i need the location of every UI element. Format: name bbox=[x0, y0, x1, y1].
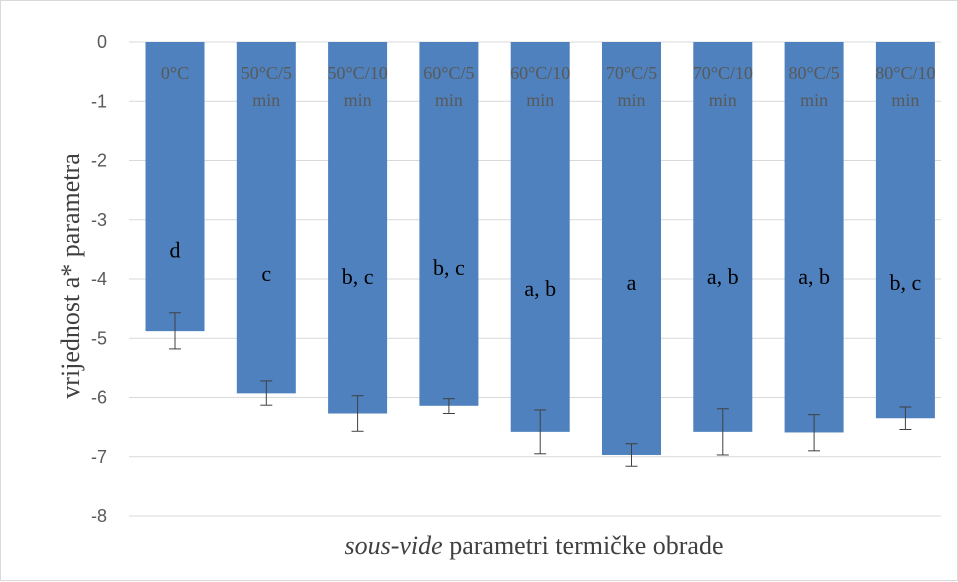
category-label: 60°C/5 bbox=[423, 63, 474, 83]
category-label: 50°C/5 bbox=[241, 63, 292, 83]
y-tick-label: -8 bbox=[91, 506, 107, 526]
category-label: 80°C/10 bbox=[875, 63, 935, 83]
y-tick-label: -4 bbox=[91, 269, 107, 289]
bar bbox=[236, 42, 296, 394]
category-labels: 0°C 50°C/5 min 50°C/10 min 60°C/5 min 60°C/10 mi… bbox=[161, 63, 936, 110]
category-label: min bbox=[709, 90, 737, 110]
y-axis-ticks: 0 -1 -2 -3 -4 -5 -6 -7 -8 bbox=[91, 32, 107, 526]
bar bbox=[145, 42, 205, 332]
category-label: min bbox=[252, 90, 280, 110]
bar bbox=[784, 42, 844, 433]
bar bbox=[328, 42, 388, 414]
y-tick-label: -2 bbox=[91, 151, 107, 171]
y-tick-label: -1 bbox=[91, 91, 107, 111]
y-tick-label: -7 bbox=[91, 447, 107, 467]
y-tick-label: 0 bbox=[97, 32, 107, 52]
category-label: min bbox=[617, 90, 645, 110]
error-bars bbox=[169, 312, 912, 467]
category-label: min bbox=[526, 90, 554, 110]
significance-letter: a, b bbox=[707, 264, 739, 289]
category-label: min bbox=[435, 90, 463, 110]
bar bbox=[602, 42, 661, 455]
category-label: 70°C/10 bbox=[693, 63, 753, 83]
significance-letter: a, b bbox=[524, 276, 556, 301]
bar bbox=[875, 42, 935, 419]
category-label: min bbox=[800, 90, 828, 110]
bar bbox=[419, 42, 479, 406]
significance-letter: a, b bbox=[798, 264, 830, 289]
category-label: 60°C/10 bbox=[510, 63, 570, 83]
x-axis-title-italic: sous-vide bbox=[345, 531, 443, 560]
significance-letters: d c b, c b, c a, b a a, b a, b b, c bbox=[170, 237, 922, 301]
bar bbox=[510, 42, 570, 432]
bars bbox=[145, 42, 935, 455]
y-axis-title: vrijednost a* parametra bbox=[56, 153, 85, 399]
significance-letter: c bbox=[261, 261, 271, 286]
category-label: 0°C bbox=[161, 63, 189, 83]
y-tick-label: -6 bbox=[91, 388, 107, 408]
significance-letter: a bbox=[627, 270, 637, 295]
x-axis-title: sous-vide parametri termičke obrade bbox=[345, 531, 724, 560]
category-label: 50°C/10 bbox=[327, 63, 387, 83]
category-label: min bbox=[891, 90, 919, 110]
significance-letter: b, c bbox=[890, 270, 922, 295]
x-axis-title-rest: parametri termičke obrade bbox=[443, 531, 724, 560]
category-label: min bbox=[344, 90, 372, 110]
bar bbox=[693, 42, 753, 432]
category-label: 80°C/5 bbox=[788, 63, 839, 83]
y-tick-label: -5 bbox=[91, 328, 107, 348]
significance-letter: b, c bbox=[342, 264, 374, 289]
category-label: 70°C/5 bbox=[606, 63, 657, 83]
significance-letter: d bbox=[170, 237, 181, 262]
y-tick-label: -3 bbox=[91, 210, 107, 230]
significance-letter: b, c bbox=[433, 255, 465, 280]
